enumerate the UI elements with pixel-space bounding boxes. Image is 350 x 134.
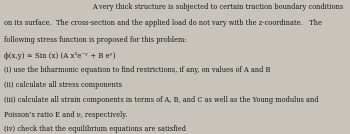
Text: (i) use the biharmonic equation to find restrictions, if any, on values of A and: (i) use the biharmonic equation to find … bbox=[4, 66, 270, 74]
Text: (iii) calculate all strain components in terms of A, B, and C as well as the You: (iii) calculate all strain components in… bbox=[4, 96, 318, 104]
Text: (ii) calculate all stress components: (ii) calculate all stress components bbox=[4, 81, 121, 89]
Text: A very thick structure is subjected to certain traction boundary conditions: A very thick structure is subjected to c… bbox=[92, 3, 343, 11]
Text: (iv) check that the equilibrium equations are satisfied: (iv) check that the equilibrium equation… bbox=[4, 125, 186, 133]
Text: Poisson’s ratio E and ν, respectively.: Poisson’s ratio E and ν, respectively. bbox=[4, 111, 127, 119]
Text: following stress function is proposed for this problem:: following stress function is proposed fo… bbox=[4, 36, 186, 44]
Text: ϕ(x,y) ≈ Sin (x) (A x²e⁻ʸ + B eʸ): ϕ(x,y) ≈ Sin (x) (A x²e⁻ʸ + B eʸ) bbox=[4, 52, 115, 60]
Text: on its surface.  The cross-section and the applied load do not vary with the z-c: on its surface. The cross-section and th… bbox=[4, 19, 322, 27]
